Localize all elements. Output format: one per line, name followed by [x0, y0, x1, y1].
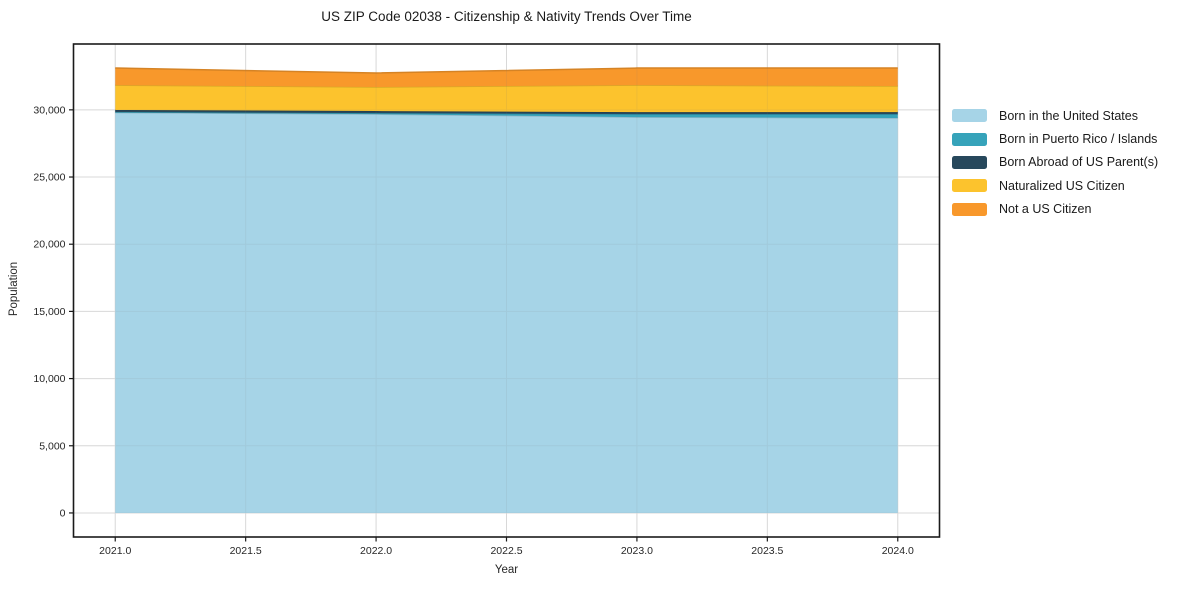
y-tick-label: 10,000 [33, 373, 65, 385]
legend: Born in the United States Born in Puerto … [952, 104, 1158, 221]
x-tick-label: 2021.0 [99, 545, 131, 557]
legend-label: Not a US Citizen [999, 202, 1092, 217]
y-tick-label: 0 [60, 507, 66, 519]
legend-swatch [952, 155, 987, 169]
x-tick-label: 2023.0 [621, 545, 653, 557]
area-series-4 [115, 67, 898, 87]
y-tick-label: 30,000 [33, 104, 65, 116]
x-tick-label: 2024.0 [882, 545, 914, 557]
x-tick-label: 2021.5 [230, 545, 262, 557]
y-tick-label: 5,000 [39, 440, 65, 452]
y-tick-label: 20,000 [33, 239, 65, 251]
legend-label: Born Abroad of US Parent(s) [999, 155, 1159, 170]
legend-label: Born in Puerto Rico / Islands [999, 132, 1158, 147]
legend-swatch [952, 132, 987, 146]
gridlines-overlay [73, 44, 940, 537]
x-axis-label: Year [494, 564, 519, 576]
legend-item-4: Not a US Citizen [952, 198, 1158, 221]
legend-item-3: Naturalized US Citizen [952, 174, 1158, 197]
legend-label: Born in the United States [999, 108, 1138, 123]
chart-title: US ZIP Code 02038 - Citizenship & Nativi… [321, 9, 692, 24]
area-series-1 [115, 111, 898, 119]
y-axis-label: Population [8, 261, 20, 317]
y-axis: 0 5,000 10,000 15,000 20,000 25,000 30,000 [33, 104, 74, 519]
x-tick-label: 2022.5 [490, 545, 522, 557]
legend-item-0: Born in the United States [952, 104, 1158, 127]
legend-swatch [952, 109, 987, 123]
x-axis: 2021.0 2021.5 2022.0 2022.5 2023.0 2023.5 2024… [99, 537, 914, 557]
y-tick-label: 15,000 [33, 306, 65, 318]
legend-swatch [952, 202, 987, 216]
x-tick-label: 2023.5 [751, 545, 783, 557]
legend-item-1: Born in Puerto Rico / Islands [952, 127, 1158, 150]
legend-item-2: Born Abroad of US Parent(s) [952, 151, 1158, 174]
legend-label: Naturalized US Citizen [999, 178, 1125, 193]
y-tick-label: 25,000 [33, 172, 65, 184]
x-tick-label: 2022.0 [360, 545, 392, 557]
legend-swatch [952, 179, 987, 193]
